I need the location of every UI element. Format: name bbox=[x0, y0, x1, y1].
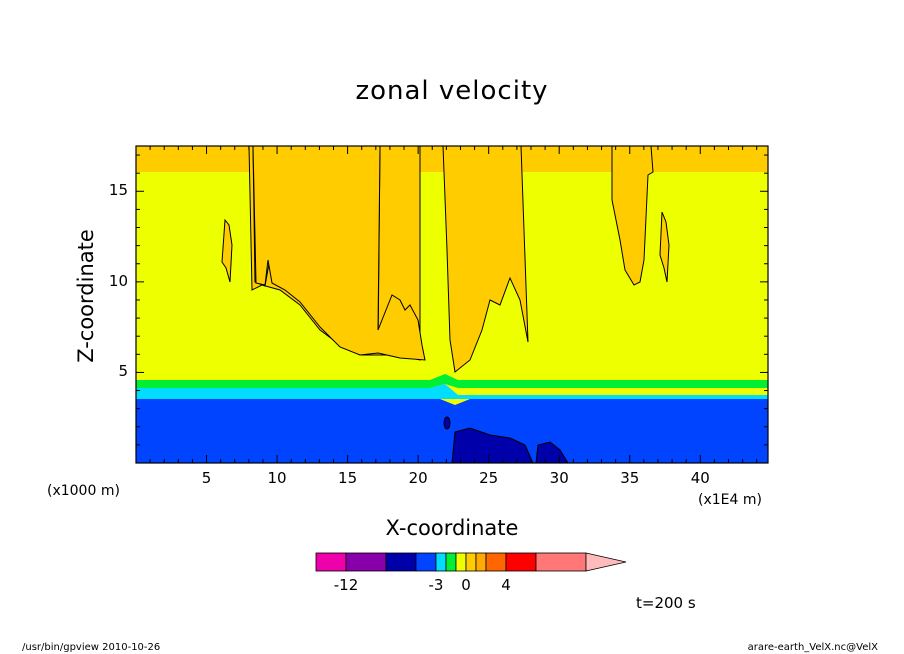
x-tick-label: 20 bbox=[408, 469, 428, 487]
x-tick-label: 10 bbox=[267, 469, 287, 487]
colorbar-tick-label: -3 bbox=[428, 576, 444, 594]
colorbar-segment bbox=[455, 552, 467, 572]
colorbar-segment bbox=[345, 552, 387, 572]
footer-right: arare-earth_VelX.nc@VelX bbox=[747, 642, 878, 653]
plot-frame bbox=[135, 145, 769, 464]
colorbar-segment bbox=[485, 552, 507, 572]
y-tick-label: 15 bbox=[108, 181, 128, 200]
colorbar-segment bbox=[435, 552, 447, 572]
x-tick-label: 5 bbox=[201, 469, 212, 487]
field-negative-core-3 bbox=[443, 416, 451, 430]
field-positive-region-5 bbox=[221, 218, 233, 283]
x-tick-label: 30 bbox=[549, 469, 569, 487]
colorbar-tick-label: 0 bbox=[461, 576, 471, 594]
field-positive-region-6 bbox=[659, 211, 670, 283]
footer-left: /usr/bin/gpview 2010-10-26 bbox=[22, 642, 161, 653]
colorbar-tick-label: -12 bbox=[333, 576, 359, 594]
colorbar-segment bbox=[445, 552, 457, 572]
time-label: t=200 s bbox=[636, 594, 696, 612]
colorbar-segment bbox=[465, 552, 477, 572]
field-lower-band bbox=[136, 399, 768, 463]
field-positive-region-3 bbox=[442, 145, 529, 373]
colorbar-segment bbox=[535, 552, 587, 572]
y-tick-marks bbox=[136, 154, 768, 446]
colorbar bbox=[315, 552, 627, 572]
colorbar-segment bbox=[385, 552, 417, 572]
x-tick-marks bbox=[149, 146, 758, 463]
colorbar-segment bbox=[315, 552, 347, 572]
field-negative-core-1 bbox=[451, 427, 534, 464]
y-tick-label: 10 bbox=[108, 271, 128, 290]
x-tick-label: 15 bbox=[338, 469, 358, 487]
y-tick-label: 5 bbox=[118, 362, 128, 381]
plot-area bbox=[135, 145, 769, 464]
colorbar-tick-label: 4 bbox=[501, 576, 511, 594]
chart-title: zonal velocity bbox=[355, 76, 549, 106]
colorbar-segment bbox=[415, 552, 437, 572]
x-scale-note: (x1E4 m) bbox=[698, 492, 762, 508]
field-green-band bbox=[136, 374, 768, 388]
field-cyan-band bbox=[136, 384, 768, 399]
x-tick-label: 25 bbox=[479, 469, 499, 487]
colorbar-extend-arrow bbox=[585, 552, 627, 572]
field-positive-region-4 bbox=[611, 145, 654, 286]
y-axis-label: Z-coordinate bbox=[74, 229, 98, 363]
field-positive-region-2 bbox=[252, 145, 426, 361]
x-tick-label: 35 bbox=[620, 469, 640, 487]
x-axis-label: X-coordinate bbox=[385, 516, 519, 540]
x-unit-label: (x1000 m) bbox=[47, 483, 120, 499]
colorbar-segment bbox=[475, 552, 487, 572]
colorbar-segment bbox=[505, 552, 537, 572]
x-tick-label: 40 bbox=[690, 469, 710, 487]
